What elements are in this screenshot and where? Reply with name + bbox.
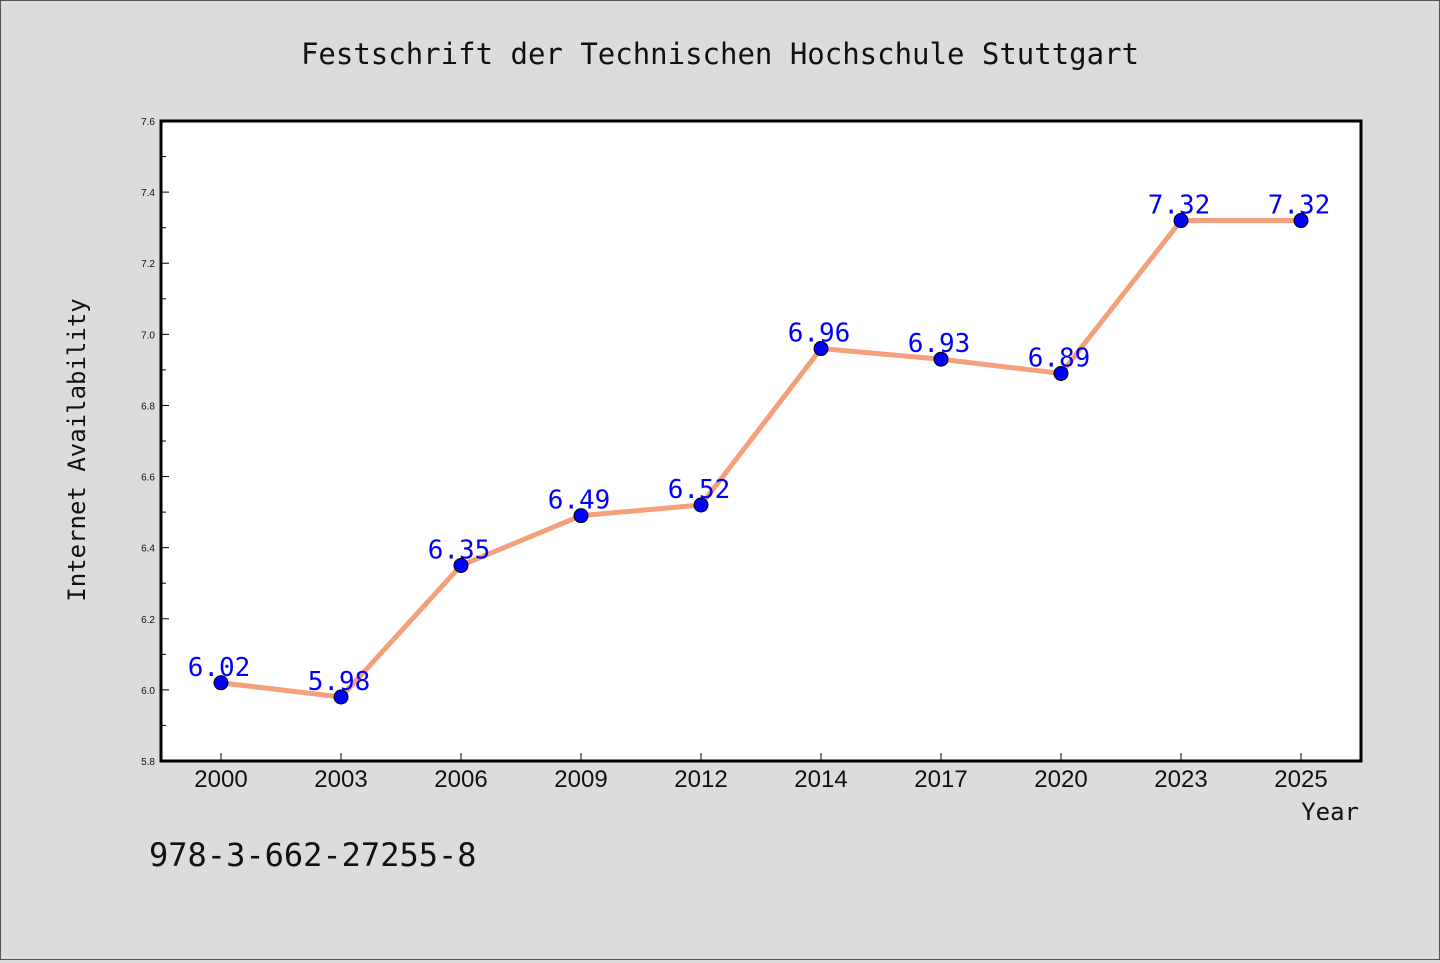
y-tick-label: 7.2	[141, 259, 155, 270]
data-label: 6.96	[788, 319, 851, 349]
y-tick-label: 6.8	[141, 401, 155, 412]
data-point	[813, 341, 829, 357]
data-point	[573, 508, 589, 524]
y-axis-label: Internet Availability	[63, 298, 91, 601]
y-tick-label: 6.0	[141, 686, 155, 697]
data-label: 6.89	[1028, 343, 1091, 373]
data-series: 6.02 5.98 6.35 6.49 6.52 6.96 6.93 6.89 7.32 7.32	[188, 191, 1331, 705]
chart-title: Festschrift der Technischen Hochschule S…	[301, 37, 1139, 71]
data-label: 7.32	[1148, 191, 1211, 221]
y-tick-label: 6.2	[141, 615, 155, 626]
y-axis-ticks: 5.8 6.0 6.2 6.4 6.6 6.8 7.0 7.2 7.4 7.6	[141, 117, 169, 768]
data-label: 6.52	[668, 475, 731, 505]
x-tick-label: 2003	[314, 766, 367, 793]
isbn-text: 978-3-662-27255-8	[149, 836, 477, 874]
y-tick-label: 6.6	[141, 473, 155, 484]
x-tick-label: 2020	[1034, 766, 1087, 793]
data-point	[333, 689, 349, 705]
plot-area	[159, 119, 1363, 763]
x-tick-label: 2023	[1154, 766, 1207, 793]
x-tick-label: 2006	[434, 766, 487, 793]
data-point	[933, 351, 949, 367]
data-label: 6.93	[908, 329, 971, 359]
data-label: 6.35	[428, 535, 491, 565]
data-label: 6.02	[188, 653, 251, 683]
data-point	[1293, 213, 1309, 229]
x-tick-label: 2000	[194, 766, 247, 793]
x-tick-label: 2017	[914, 766, 967, 793]
x-axis-label: Year	[1301, 798, 1359, 826]
y-tick-label: 6.4	[141, 544, 155, 555]
y-tick-label: 5.8	[141, 757, 155, 768]
data-point	[693, 497, 709, 513]
data-label: 5.98	[308, 667, 371, 697]
y-tick-label: 7.0	[141, 330, 155, 341]
series-line	[220, 218, 1301, 700]
data-point	[453, 557, 469, 573]
data-point	[1173, 213, 1189, 229]
data-label: 7.32	[1268, 191, 1331, 221]
x-axis-ticks: 2000 2003 2006 2009 2012 2014 2017 2020 2023 2025	[194, 753, 1328, 793]
y-tick-label: 7.4	[141, 188, 155, 199]
y-tick-label: 7.6	[141, 117, 155, 128]
x-tick-label: 2014	[794, 766, 847, 793]
data-label: 6.49	[548, 486, 611, 516]
x-tick-label: 2025	[1274, 766, 1327, 793]
x-tick-label: 2009	[554, 766, 607, 793]
data-point	[1053, 365, 1069, 381]
data-point	[213, 675, 229, 691]
x-tick-label: 2012	[674, 766, 727, 793]
